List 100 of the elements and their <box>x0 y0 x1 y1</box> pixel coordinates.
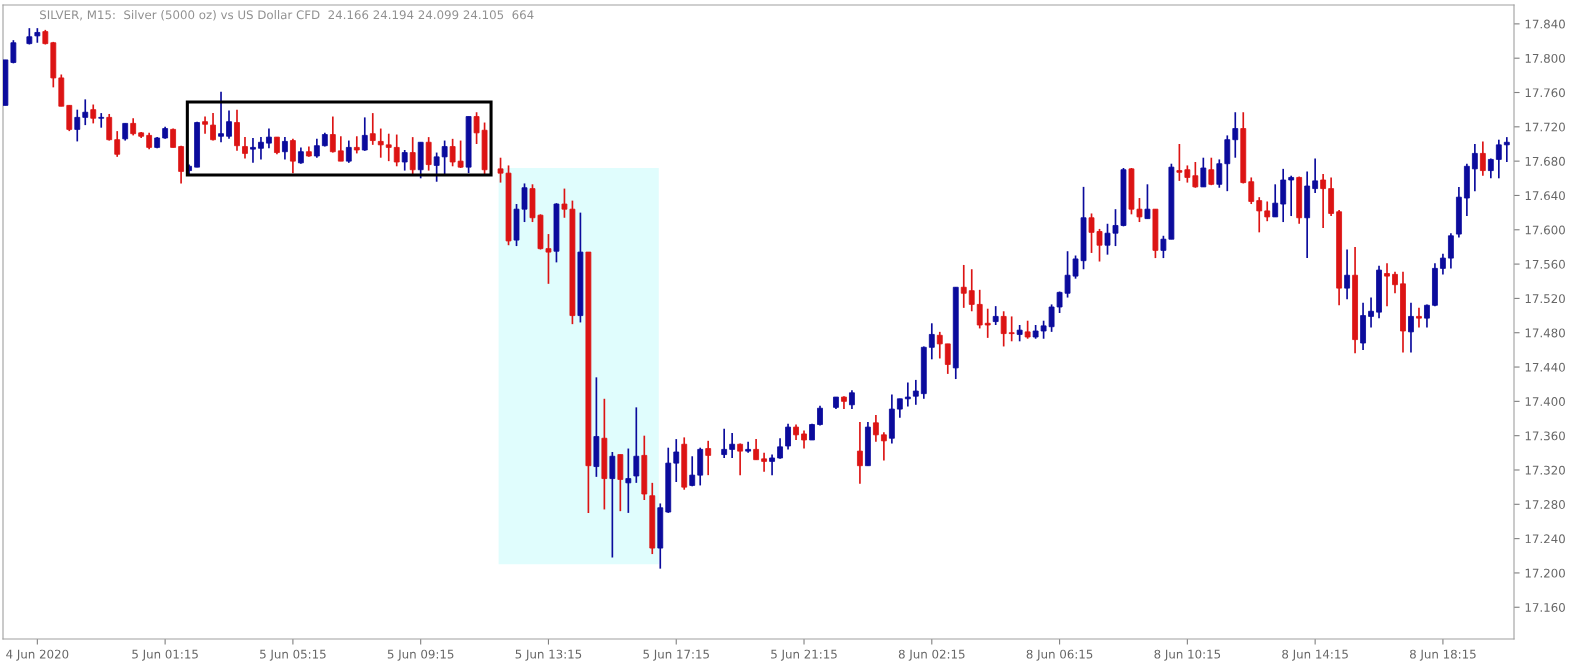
y-tick-label: 17.240 <box>1525 534 1565 544</box>
candlestick <box>785 422 791 451</box>
candlestick <box>329 115 336 154</box>
candlestick <box>1000 310 1007 348</box>
candlestick <box>976 288 983 330</box>
y-tick-label: 17.440 <box>1525 362 1565 372</box>
candlestick <box>1495 138 1502 180</box>
x-tick-label: 5 Jun 01:15 <box>132 649 198 661</box>
candlestick <box>936 331 943 360</box>
candlestick <box>904 381 911 408</box>
y-tick-label: 17.560 <box>1525 259 1565 269</box>
candlestick <box>673 438 680 483</box>
candlestick <box>896 397 903 419</box>
candlestick <box>1200 156 1207 188</box>
candlestick <box>1256 196 1263 234</box>
candlestick <box>1384 262 1390 307</box>
x-tick-label: 8 Jun 02:15 <box>898 649 965 661</box>
y-tick-label: 17.320 <box>1525 465 1565 475</box>
candlestick <box>114 130 121 158</box>
y-tick-label: 17.200 <box>1525 568 1565 578</box>
candlestick <box>1344 248 1350 301</box>
candlestick <box>425 136 432 172</box>
candlestick <box>1232 111 1239 159</box>
candlestick <box>984 307 991 339</box>
candlestick <box>968 268 975 313</box>
candlestick <box>266 127 272 150</box>
candlestick <box>928 322 935 361</box>
candlestick <box>74 108 81 143</box>
y-tick-label: 17.400 <box>1525 397 1565 407</box>
candlestick <box>369 112 376 146</box>
candlestick <box>1408 301 1414 354</box>
candlestick <box>1424 303 1430 329</box>
x-tick-label: 5 Jun 13:15 <box>515 649 582 661</box>
candlestick <box>1416 307 1422 329</box>
candlestick <box>769 453 775 476</box>
candlestick <box>433 151 440 183</box>
candlestick <box>282 136 288 161</box>
y-tick-label: 17.720 <box>1525 122 1565 132</box>
x-tick-label: 5 Jun 21:15 <box>771 649 837 661</box>
candlestick <box>960 264 967 309</box>
x-tick-label: 5 Jun 17:15 <box>643 649 709 661</box>
candlestick <box>1368 296 1374 329</box>
candlestick <box>1440 252 1446 276</box>
candlestick <box>1008 315 1015 343</box>
candlestick <box>242 136 248 160</box>
x-tick-label: 4 Jun 2020 <box>6 649 69 661</box>
candlestick <box>377 127 384 159</box>
candlestick <box>849 389 855 410</box>
candlestick <box>761 451 767 473</box>
candlestick <box>393 133 400 168</box>
candlestick <box>1312 157 1319 194</box>
candlestick <box>1264 200 1271 223</box>
candlestick <box>1503 136 1510 163</box>
candlestick <box>409 136 416 175</box>
candlestick <box>633 406 640 484</box>
candlestick <box>345 139 352 164</box>
candlestick <box>1479 140 1486 177</box>
candlestick <box>1192 161 1199 189</box>
y-tick-label: 17.600 <box>1525 225 1565 235</box>
candlestick <box>992 305 999 326</box>
candlestick <box>106 113 113 142</box>
candlestick <box>801 429 807 450</box>
candlestick <box>1392 270 1398 295</box>
candlestick <box>1272 183 1279 218</box>
candlestick <box>250 137 256 164</box>
y-tick-label: 17.800 <box>1525 53 1565 63</box>
candlestick <box>880 431 887 462</box>
candlestick <box>857 421 863 485</box>
candlestick <box>313 137 320 159</box>
candlestick <box>1248 176 1255 205</box>
y-tick-label: 17.760 <box>1525 88 1565 98</box>
x-tick-label: 8 Jun 14:15 <box>1282 649 1348 661</box>
y-tick-label: 17.480 <box>1525 328 1565 338</box>
y-tick-label: 17.840 <box>1525 19 1565 29</box>
candlestick <box>290 137 296 174</box>
chart-title: SILVER, M15: Silver (5000 oz) vs US Dollar CFD 24.166 24.194 24.099 24.105 664 <box>40 10 534 21</box>
candlestick <box>912 379 919 406</box>
candlestick <box>337 135 344 162</box>
candlestick <box>873 414 879 443</box>
candlestick <box>1024 319 1031 340</box>
candlestick <box>1320 173 1327 229</box>
candlestick <box>737 442 744 476</box>
y-tick-label: 17.280 <box>1525 500 1565 509</box>
candlestick <box>98 112 105 129</box>
candlestick <box>705 439 712 476</box>
candlestick <box>234 108 240 152</box>
candlestick <box>258 136 264 161</box>
candlestick <box>625 447 632 514</box>
candlestick <box>218 90 224 144</box>
y-tick-label: 17.360 <box>1525 431 1565 441</box>
y-tick-label: 17.520 <box>1525 294 1565 304</box>
candlestick <box>1448 232 1454 270</box>
candlestick <box>1288 174 1295 217</box>
y-tick-label: 17.640 <box>1525 191 1565 201</box>
y-tick-label: 17.160 <box>1525 602 1565 612</box>
candlestick <box>90 103 97 125</box>
candlestick <box>385 132 392 162</box>
candlestick <box>1144 183 1151 220</box>
x-tick-label: 5 Jun 05:15 <box>260 649 326 661</box>
candlestick <box>777 437 783 460</box>
